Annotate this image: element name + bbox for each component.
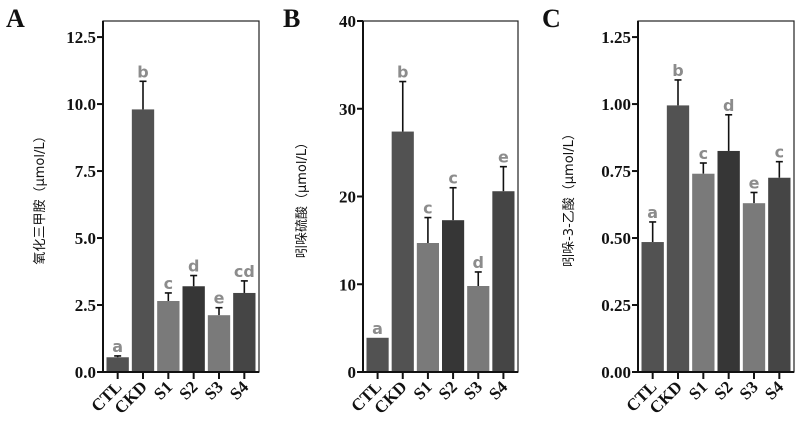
y-tick-label: 0.75 [601,162,631,181]
y-tick-label: 1.25 [601,28,631,47]
bar-ckd [666,105,690,373]
bar-s3 [207,315,231,372]
significance-label: c [448,169,457,188]
y-tick-label: 30 [339,100,356,119]
x-tick-label: S1 [410,377,436,403]
bar-ckd [391,131,414,372]
significance-label: e [749,173,760,192]
significance-label: b [672,61,683,80]
bar-s3 [742,203,766,372]
x-tick-label: S3 [460,377,486,403]
x-tick-label: S1 [150,377,176,403]
bar-s4 [768,177,791,372]
x-tick-label: S4 [226,377,252,403]
panel-letter: C [542,4,561,33]
bar-s4 [492,191,515,372]
bar-ctl [366,337,389,372]
bar-s4 [233,292,256,372]
panel-letter: A [6,4,25,33]
significance-label: c [423,199,432,218]
significance-label: d [188,257,199,276]
y-tick-label: 20 [339,188,356,207]
y-tick-label: 0 [348,363,357,382]
x-tick-label: S2 [710,377,736,403]
significance-label: b [137,62,148,81]
x-tick-label: S2 [175,377,201,403]
bar-s2 [717,150,740,372]
bar-s2 [182,286,205,372]
bar-s2 [442,220,465,372]
significance-label: e [498,148,509,167]
y-tick-label: 1.00 [601,95,631,114]
y-tick-label: 5.0 [75,229,96,248]
significance-label: a [647,203,658,222]
significance-label: a [372,319,383,338]
panel-a: A 氧化三甲胺（μmol/L） aCTLbCKDcS1dS2eS3cdS40.0… [6,4,260,418]
y-tick-label: 2.5 [75,296,96,315]
bar-s1 [416,243,439,372]
bar-ctl [641,242,664,372]
bar-s1 [692,173,715,372]
x-tick-label: S1 [685,377,711,403]
panel-c: C 吲哚-3-乙酸（μmol/L） aCTLbCKDcS1dS2eS3cS40.… [542,4,795,418]
significance-label: a [112,337,123,356]
significance-label: b [397,63,408,82]
x-tick-label: S2 [435,377,461,403]
x-tick-label: S3 [201,377,227,403]
panel-letter: B [283,4,300,33]
y-tick-label: 0.00 [601,363,631,382]
y-tick-label: 0.0 [75,363,96,382]
panel-b: B 吲哚硫酸（μmol/L） aCTLbCKDcS1cS2dS3eS401020… [283,4,519,418]
y-tick-label: 10.0 [66,95,96,114]
y-axis-label: 吲哚-3-乙酸（μmol/L） [562,127,577,267]
x-tick-label: S4 [761,377,787,403]
bar-ckd [131,109,155,372]
y-tick-label: 12.5 [66,28,96,47]
bar-ctl [106,357,129,372]
x-tick-label: S4 [485,377,511,403]
y-tick-label: 7.5 [75,162,96,181]
y-tick-label: 0.50 [601,229,631,248]
bar-s3 [467,286,490,372]
significance-label: c [775,143,784,162]
bar-s1 [157,300,180,372]
y-axis-label: 氧化三甲胺（μmol/L） [33,129,48,264]
y-tick-label: 10 [339,275,356,294]
significance-label: d [473,253,484,272]
significance-label: cd [234,262,255,281]
x-tick-label: S3 [736,377,762,403]
y-tick-label: 0.25 [601,296,631,315]
significance-label: e [214,289,225,308]
y-axis-label: 吲哚硫酸（μmol/L） [295,136,310,258]
significance-label: c [164,274,173,293]
significance-label: d [723,96,734,115]
y-tick-label: 40 [339,12,356,31]
significance-label: c [699,144,708,163]
